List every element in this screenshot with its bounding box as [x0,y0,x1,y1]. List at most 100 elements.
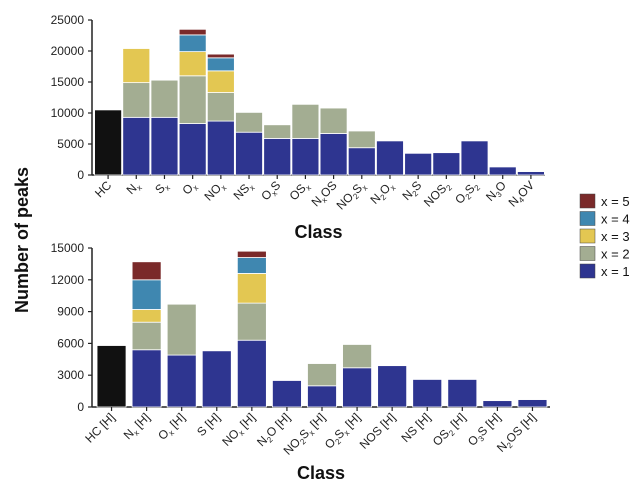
bar-segment [150,116,179,176]
legend-label: x = 1 [601,264,630,279]
x-tick-label: NS [H] [398,410,433,445]
x-tick-label: N4OV [506,178,539,211]
bar-segment [307,385,337,408]
bar-segment [178,75,207,124]
bar-segment [488,166,517,176]
x-tick-label: NOx [H] [219,410,259,450]
bar-segment [404,152,433,176]
bar-segment [178,51,207,77]
bar-segment [201,350,232,408]
x-tick-label: NSx [231,178,257,204]
x-tick-label: HC [H] [82,410,117,445]
bar-segment [347,147,376,176]
bar-segment [272,380,302,408]
bar-segment [166,303,197,356]
legend-swatch [579,211,596,226]
bar-segment [150,79,179,118]
bar-segment [122,48,151,84]
y-tick-label: 6000 [57,336,84,350]
x-tick-label: Nx [H] [121,410,154,443]
x-tick-label: OxS [258,178,284,204]
bar-segment [235,111,263,133]
legend-label: x = 4 [601,212,630,227]
y-tick-label: 3000 [57,368,84,382]
bar-segment [263,124,292,139]
x-tick-label: Sx [152,178,172,198]
bar-segment [263,138,292,176]
legend-label: x = 2 [601,247,630,262]
bar-segment [447,379,478,408]
bar-segment [342,367,372,408]
bar-segment [460,140,489,176]
bar-segment [178,34,207,53]
bar-segment [412,379,443,408]
legend-swatch [579,193,596,209]
bar-segment [206,57,235,72]
x-axis-title: Class [297,463,345,483]
x-tick-label: N2Ox [367,178,397,208]
x-axis-title: Class [294,222,342,242]
y-tick-label: 0 [77,400,84,414]
bar-segment [307,363,337,387]
x-tick-label: Ox [179,178,200,199]
y-tick-label: 12000 [51,273,85,287]
legend-swatch [579,246,596,261]
legend-swatch [579,263,596,279]
bar-segment [291,103,320,139]
bar-segment [347,130,376,149]
x-tick-label: Ox [H] [155,410,189,444]
y-tick-label: 20000 [51,44,85,58]
x-tick-label: NOx [202,178,229,205]
bar-segment [517,399,548,408]
bar-segment [178,28,207,36]
x-tick-label: Nx [124,178,144,198]
bar-segment [206,70,235,93]
y-axis-title: Number of peaks [12,167,32,313]
bar-segment [122,116,151,176]
bar-segment [206,120,235,176]
bar-segment [236,302,267,341]
bar-segment [236,273,267,304]
bar-segment [96,345,127,408]
y-tick-label: 0 [77,168,84,182]
bar-segment [482,400,513,408]
bar-segment [342,344,372,369]
bottom-bar-chart: 0 3000 6000 9000 12000 15000 HC [H] Nx [H]Ox [H… [51,241,550,483]
bar-segment [131,321,162,351]
bar-segment [178,123,207,176]
bar-segment [206,53,235,59]
bar-segment [131,261,162,281]
bar-segment [432,152,461,176]
y-tick-label: 15000 [51,75,85,89]
y-tick-label: 10000 [51,106,85,120]
bar-segment [131,279,162,310]
bar-segment [206,92,235,122]
x-tick-label: NO2Sx [334,178,370,214]
bar-segment [131,309,162,323]
legend: x = 5 x = 4 x = 3 x = 2 x = 1 [579,193,630,279]
y-tick-label: 15000 [51,241,85,255]
x-tick-label: N2OS [H] [494,410,540,456]
bar-segment [319,107,348,134]
x-tick-label: O2Sx [H] [322,410,365,453]
bar-segment [236,250,267,258]
y-tick-label: 5000 [57,137,84,151]
x-tick-label: OS2 [H] [430,410,470,450]
x-tick-label: O2S2 [452,178,482,208]
bar-segment [291,138,320,176]
bar-segment [166,354,197,408]
x-tick-label: NOS [H] [357,410,398,451]
bar-segment [319,133,348,176]
legend-swatch [579,228,596,244]
bar-segment [122,82,151,118]
y-tick-label: 9000 [57,305,84,319]
bar-segment [94,109,122,176]
x-tick-label: NOS2 [421,178,454,211]
bar-segment [236,257,267,274]
legend-label: x = 5 [601,194,630,209]
bar-segment [131,349,162,408]
bar-segment [376,140,404,176]
bar-segment [377,365,408,408]
